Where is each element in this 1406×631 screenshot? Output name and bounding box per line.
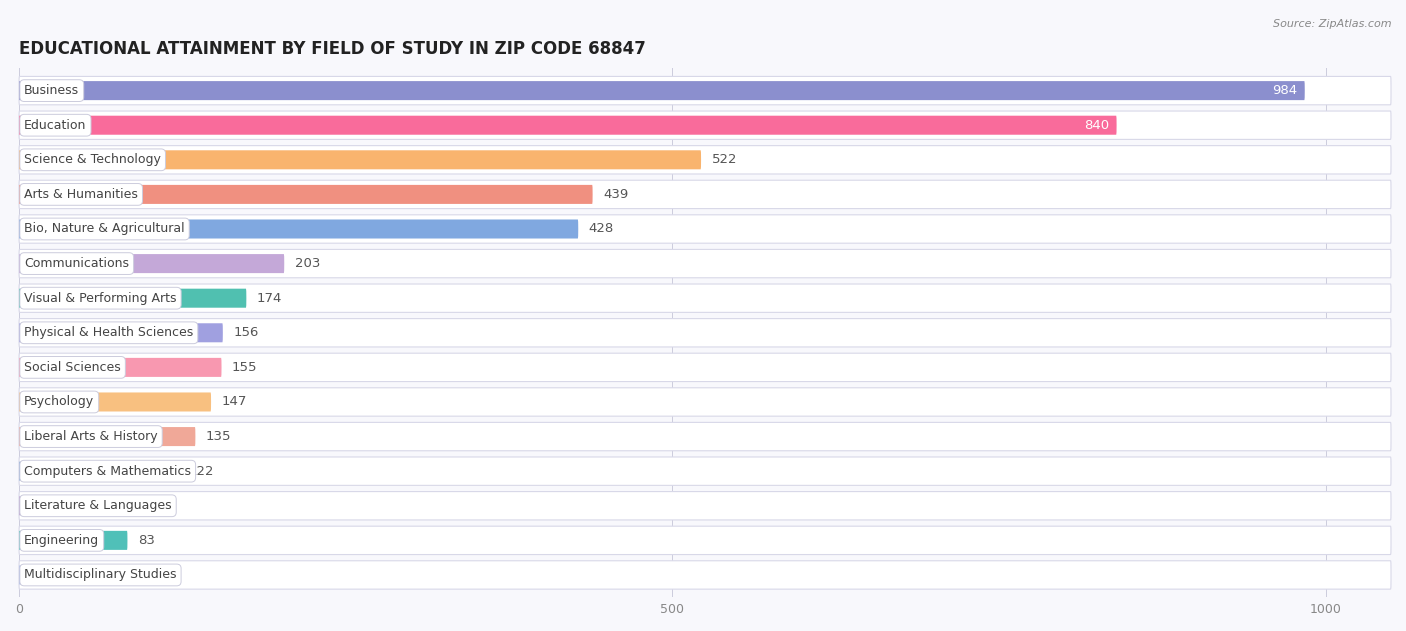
FancyBboxPatch shape: [20, 254, 284, 273]
FancyBboxPatch shape: [20, 319, 1391, 347]
FancyBboxPatch shape: [20, 358, 222, 377]
FancyBboxPatch shape: [20, 492, 1391, 520]
Text: 147: 147: [222, 396, 247, 408]
Text: Bio, Nature & Agricultural: Bio, Nature & Agricultural: [24, 223, 184, 235]
FancyBboxPatch shape: [20, 76, 1391, 105]
Text: Physical & Health Sciences: Physical & Health Sciences: [24, 326, 194, 339]
Text: 428: 428: [589, 223, 614, 235]
FancyBboxPatch shape: [20, 185, 592, 204]
FancyBboxPatch shape: [20, 284, 1391, 312]
Text: 135: 135: [205, 430, 232, 443]
FancyBboxPatch shape: [20, 422, 1391, 451]
Text: 156: 156: [233, 326, 259, 339]
Text: Business: Business: [24, 84, 79, 97]
FancyBboxPatch shape: [20, 531, 128, 550]
FancyBboxPatch shape: [20, 180, 1391, 209]
Text: Communications: Communications: [24, 257, 129, 270]
FancyBboxPatch shape: [20, 561, 1391, 589]
FancyBboxPatch shape: [20, 392, 211, 411]
Text: Liberal Arts & History: Liberal Arts & History: [24, 430, 157, 443]
FancyBboxPatch shape: [20, 496, 129, 516]
FancyBboxPatch shape: [20, 220, 578, 239]
FancyBboxPatch shape: [20, 353, 1391, 382]
FancyBboxPatch shape: [20, 111, 1391, 139]
FancyBboxPatch shape: [20, 146, 1391, 174]
Text: 840: 840: [1084, 119, 1109, 132]
FancyBboxPatch shape: [20, 427, 195, 446]
Text: 84: 84: [139, 499, 156, 512]
FancyBboxPatch shape: [20, 323, 222, 342]
Text: Literature & Languages: Literature & Languages: [24, 499, 172, 512]
FancyBboxPatch shape: [20, 526, 1391, 555]
Text: 16: 16: [51, 569, 67, 581]
Text: Visual & Performing Arts: Visual & Performing Arts: [24, 292, 177, 305]
Text: Social Sciences: Social Sciences: [24, 361, 121, 374]
Text: Psychology: Psychology: [24, 396, 94, 408]
Text: 83: 83: [138, 534, 155, 547]
Text: Arts & Humanities: Arts & Humanities: [24, 188, 138, 201]
Text: Source: ZipAtlas.com: Source: ZipAtlas.com: [1274, 19, 1392, 29]
FancyBboxPatch shape: [20, 150, 702, 169]
Text: 155: 155: [232, 361, 257, 374]
FancyBboxPatch shape: [20, 565, 39, 584]
FancyBboxPatch shape: [20, 457, 1391, 485]
Text: 984: 984: [1272, 84, 1296, 97]
Text: 174: 174: [257, 292, 283, 305]
FancyBboxPatch shape: [20, 462, 179, 481]
Text: EDUCATIONAL ATTAINMENT BY FIELD OF STUDY IN ZIP CODE 68847: EDUCATIONAL ATTAINMENT BY FIELD OF STUDY…: [20, 40, 645, 58]
Text: Engineering: Engineering: [24, 534, 100, 547]
FancyBboxPatch shape: [20, 215, 1391, 243]
Text: Computers & Mathematics: Computers & Mathematics: [24, 464, 191, 478]
Text: 439: 439: [603, 188, 628, 201]
Text: 203: 203: [295, 257, 321, 270]
Text: 122: 122: [188, 464, 214, 478]
Text: Education: Education: [24, 119, 87, 132]
FancyBboxPatch shape: [20, 388, 1391, 416]
Text: Science & Technology: Science & Technology: [24, 153, 162, 167]
FancyBboxPatch shape: [20, 81, 1305, 100]
FancyBboxPatch shape: [20, 115, 1116, 135]
Text: 522: 522: [711, 153, 737, 167]
FancyBboxPatch shape: [20, 249, 1391, 278]
FancyBboxPatch shape: [20, 288, 246, 308]
Text: Multidisciplinary Studies: Multidisciplinary Studies: [24, 569, 177, 581]
